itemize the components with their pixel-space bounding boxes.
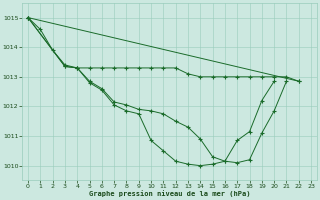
X-axis label: Graphe pression niveau de la mer (hPa): Graphe pression niveau de la mer (hPa) (89, 190, 250, 197)
